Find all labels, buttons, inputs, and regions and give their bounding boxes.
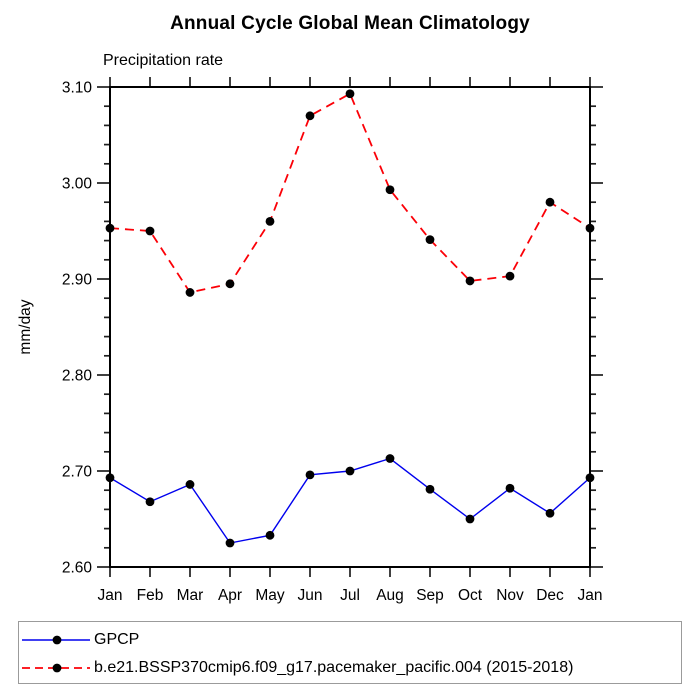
- legend-label-gpcp: GPCP: [94, 631, 140, 648]
- x-tick-label: Jun: [298, 587, 323, 604]
- y-tick-label: 2.60: [62, 560, 93, 577]
- series-line-1: [109, 92, 591, 294]
- series-0-marker: [385, 454, 395, 463]
- model-line-sample-icon: [22, 663, 90, 673]
- y-tick-label: 3.00: [62, 176, 93, 193]
- chart-subtitle: Precipitation rate: [103, 52, 224, 69]
- series-1-marker: [585, 223, 595, 233]
- x-tick-label: Oct: [458, 587, 483, 604]
- series-0-marker: [145, 497, 155, 507]
- series-1-marker: [545, 197, 555, 207]
- x-tick-label: Jan: [578, 587, 603, 604]
- series-0-marker: [345, 466, 355, 476]
- series-0-marker: [305, 470, 315, 480]
- chart-title: Annual Cycle Global Mean Climatology: [170, 13, 530, 34]
- legend-item-gpcp: GPCP: [19, 626, 681, 654]
- series-0-marker: [185, 480, 195, 489]
- series-1-marker: [425, 235, 435, 245]
- series-0-marker: [585, 473, 595, 483]
- series-1-marker: [225, 279, 235, 289]
- x-tick-label: Jan: [98, 587, 123, 604]
- x-tick-label: Feb: [137, 587, 164, 604]
- x-tick-label: Sep: [416, 587, 444, 604]
- series-1-marker: [305, 111, 315, 121]
- x-tick-label: Jul: [340, 587, 360, 604]
- x-tick-label: Nov: [496, 587, 524, 604]
- series-1-marker: [465, 276, 475, 286]
- plot-frame: [109, 86, 591, 568]
- x-tick-label: May: [255, 587, 285, 604]
- series-0-marker: [505, 483, 515, 493]
- series-0-marker: [225, 538, 235, 548]
- y-tick-label: 2.90: [62, 272, 93, 289]
- series-1-marker: [145, 226, 155, 236]
- series-1-marker: [105, 223, 115, 233]
- legend: GPCP b.e21.BSSP370cmip6.f09_g17.pacemake…: [18, 621, 682, 684]
- y-axis-title: mm/day: [17, 299, 34, 354]
- x-tick-label: Dec: [536, 587, 564, 604]
- series-1-marker: [385, 185, 395, 195]
- series-1-marker: [345, 89, 355, 99]
- y-tick-label: 2.80: [62, 368, 93, 385]
- x-tick-label: Aug: [376, 587, 404, 604]
- series-0-marker: [465, 514, 475, 524]
- legend-label-model: b.e21.BSSP370cmip6.f09_g17.pacemaker_pac…: [94, 659, 574, 676]
- series-0-marker: [425, 484, 435, 494]
- legend-item-model: b.e21.BSSP370cmip6.f09_g17.pacemaker_pac…: [19, 654, 681, 682]
- series-0-marker: [105, 473, 115, 483]
- x-tick-label: Mar: [177, 587, 204, 604]
- climatology-line-chart: Jan Feb Mar Apr May Jun Jul Aug Sep Oct Nov Dec Jan 2…: [17, 77, 603, 604]
- series-1-marker: [505, 271, 515, 281]
- x-tick-label: Apr: [218, 587, 242, 604]
- series-1-marker: [265, 217, 275, 226]
- y-tick-label: 3.10: [62, 80, 93, 97]
- y-tick-label: 2.70: [62, 464, 93, 481]
- series-0-marker: [545, 508, 555, 518]
- series-1-marker: [185, 288, 195, 297]
- series-0-marker: [265, 530, 275, 540]
- gpcp-line-sample-icon: [22, 635, 90, 645]
